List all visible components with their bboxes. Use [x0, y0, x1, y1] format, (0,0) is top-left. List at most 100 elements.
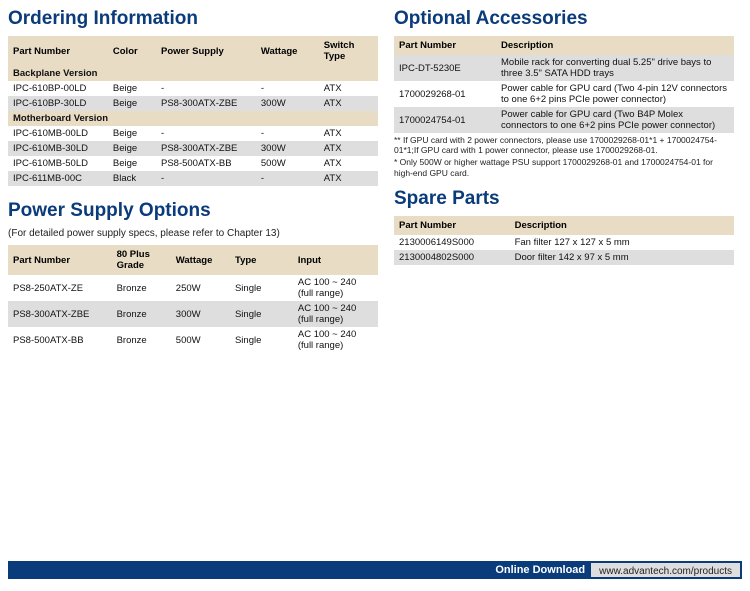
table-cell: PS8-500ATX-BB: [8, 327, 112, 353]
table-cell: -: [156, 126, 256, 141]
ordering-table: Part NumberColorPower SupplyWattageSwitc…: [8, 36, 378, 186]
download-bar: Online Download www.advantech.com/produc…: [8, 561, 742, 579]
table-row: IPC-DT-5230EMobile rack for converting d…: [394, 55, 734, 81]
column-header: Power Supply: [156, 36, 256, 66]
spare-table: Part NumberDescription 2130006149S000Fan…: [394, 216, 734, 265]
table-cell: 300W: [171, 301, 230, 327]
column-header: 80 Plus Grade: [112, 245, 171, 275]
table-cell: Door filter 142 x 97 x 5 mm: [510, 250, 734, 265]
table-cell: Beige: [108, 156, 156, 171]
table-cell: AC 100 ~ 240 (full range): [293, 327, 378, 353]
table-cell: Single: [230, 327, 293, 353]
table-cell: AC 100 ~ 240 (full range): [293, 275, 378, 301]
table-cell: 500W: [256, 156, 319, 171]
table-cell: IPC-610MB-00LD: [8, 126, 108, 141]
table-cell: ATX: [319, 126, 378, 141]
psu-caption: (For detailed power supply specs, please…: [8, 228, 378, 239]
table-cell: Single: [230, 301, 293, 327]
table-cell: IPC-DT-5230E: [394, 55, 496, 81]
table-row: PS8-500ATX-BBBronze500WSingleAC 100 ~ 24…: [8, 327, 378, 353]
table-cell: 1700024754-01: [394, 107, 496, 133]
table-cell: PS8-500ATX-BB: [156, 156, 256, 171]
psu-heading: Power Supply Options: [8, 200, 378, 222]
table-cell: IPC-610BP-30LD: [8, 96, 108, 111]
table-subhead-cell: Backplane Version: [8, 66, 378, 81]
table-cell: IPC-610BP-00LD: [8, 81, 108, 96]
table-row: 2130004802S000Door filter 142 x 97 x 5 m…: [394, 250, 734, 265]
table-cell: -: [256, 126, 319, 141]
accessories-heading: Optional Accessories: [394, 8, 734, 30]
table-row: IPC-610MB-50LDBeigePS8-500ATX-BB500WATX: [8, 156, 378, 171]
table-row: IPC-610BP-30LDBeigePS8-300ATX-ZBE300WATX: [8, 96, 378, 111]
table-cell: IPC-610MB-50LD: [8, 156, 108, 171]
column-header: Color: [108, 36, 156, 66]
table-cell: 250W: [171, 275, 230, 301]
table-cell: Beige: [108, 141, 156, 156]
table-cell: 300W: [256, 96, 319, 111]
table-row: IPC-610MB-30LDBeigePS8-300ATX-ZBE300WATX: [8, 141, 378, 156]
table-cell: Mobile rack for converting dual 5.25" dr…: [496, 55, 734, 81]
table-row: 1700024754-01Power cable for GPU card (T…: [394, 107, 734, 133]
table-cell: Fan filter 127 x 127 x 5 mm: [510, 235, 734, 250]
table-cell: Beige: [108, 126, 156, 141]
table-row: IPC-611MB-00CBlack--ATX: [8, 171, 378, 186]
accessories-footnote-1: ** If GPU card with 2 power connectors, …: [394, 135, 734, 155]
table-cell: PS8-300ATX-ZBE: [156, 96, 256, 111]
table-cell: ATX: [319, 81, 378, 96]
table-row: PS8-250ATX-ZEBronze250WSingleAC 100 ~ 24…: [8, 275, 378, 301]
column-header: Switch Type: [319, 36, 378, 66]
table-cell: Beige: [108, 96, 156, 111]
table-cell: 500W: [171, 327, 230, 353]
column-header: Part Number: [394, 216, 510, 235]
table-cell: 1700029268-01: [394, 81, 496, 107]
column-header: Type: [230, 245, 293, 275]
table-row: IPC-610BP-00LDBeige--ATX: [8, 81, 378, 96]
psu-table: Part Number80 Plus GradeWattageTypeInput…: [8, 245, 378, 353]
column-header: Part Number: [394, 36, 496, 55]
table-row: PS8-300ATX-ZBEBronze300WSingleAC 100 ~ 2…: [8, 301, 378, 327]
table-cell: ATX: [319, 156, 378, 171]
table-cell: Bronze: [112, 275, 171, 301]
table-cell: Power cable for GPU card (Two B4P Molex …: [496, 107, 734, 133]
table-cell: Beige: [108, 81, 156, 96]
column-header: Description: [510, 216, 734, 235]
table-cell: 2130006149S000: [394, 235, 510, 250]
spare-heading: Spare Parts: [394, 188, 734, 210]
table-cell: 300W: [256, 141, 319, 156]
table-cell: IPC-611MB-00C: [8, 171, 108, 186]
column-header: Part Number: [8, 36, 108, 66]
table-cell: ATX: [319, 141, 378, 156]
table-cell: -: [256, 81, 319, 96]
table-cell: PS8-250ATX-ZE: [8, 275, 112, 301]
table-cell: Single: [230, 275, 293, 301]
table-row: 1700029268-01Power cable for GPU card (T…: [394, 81, 734, 107]
table-row: 2130006149S000Fan filter 127 x 127 x 5 m…: [394, 235, 734, 250]
column-header: Wattage: [171, 245, 230, 275]
column-header: Description: [496, 36, 734, 55]
table-cell: ATX: [319, 96, 378, 111]
download-url[interactable]: www.advantech.com/products: [591, 563, 740, 577]
table-cell: Power cable for GPU card (Two 4-pin 12V …: [496, 81, 734, 107]
table-cell: -: [156, 171, 256, 186]
accessories-table: Part NumberDescription IPC-DT-5230EMobil…: [394, 36, 734, 133]
table-subhead-cell: Motherboard Version: [8, 111, 378, 126]
table-cell: AC 100 ~ 240 (full range): [293, 301, 378, 327]
table-cell: 2130004802S000: [394, 250, 510, 265]
column-header: Input: [293, 245, 378, 275]
table-cell: Bronze: [112, 327, 171, 353]
table-cell: IPC-610MB-30LD: [8, 141, 108, 156]
table-cell: Bronze: [112, 301, 171, 327]
table-row: IPC-610MB-00LDBeige--ATX: [8, 126, 378, 141]
table-cell: -: [256, 171, 319, 186]
column-header: Wattage: [256, 36, 319, 66]
table-cell: PS8-300ATX-ZBE: [8, 301, 112, 327]
download-label: Online Download: [495, 564, 591, 576]
table-cell: PS8-300ATX-ZBE: [156, 141, 256, 156]
column-header: Part Number: [8, 245, 112, 275]
table-cell: ATX: [319, 171, 378, 186]
table-cell: -: [156, 81, 256, 96]
table-subhead: Backplane Version: [8, 66, 378, 81]
ordering-heading: Ordering Information: [8, 8, 378, 30]
table-subhead: Motherboard Version: [8, 111, 378, 126]
accessories-footnote-2: * Only 500W or higher wattage PSU suppor…: [394, 157, 734, 177]
